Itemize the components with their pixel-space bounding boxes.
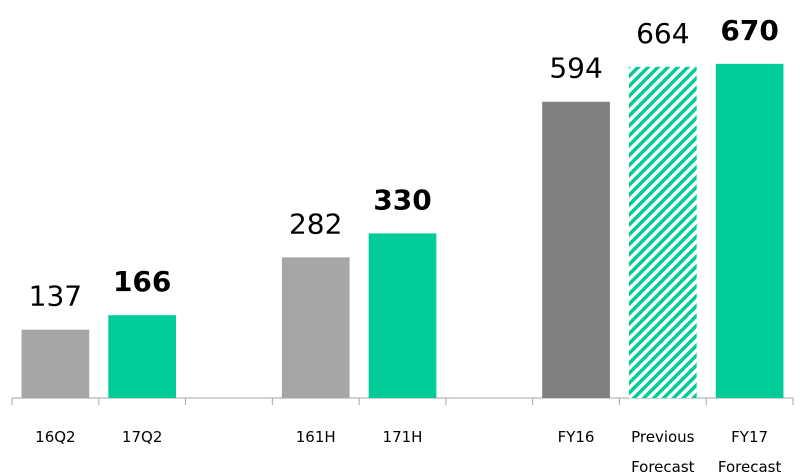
x-tick-label: 161H [295,428,336,446]
bar [628,66,697,398]
bar [21,329,90,398]
bar [281,257,350,398]
bar [108,315,177,398]
bar [368,233,437,398]
x-tick-label: Previous Forecast [631,428,695,475]
value-label: 137 [29,280,82,313]
value-label: 670 [720,14,778,47]
value-label: 166 [113,265,171,298]
value-label: 282 [289,207,342,240]
x-tick-label: 171H [382,428,423,446]
x-tick-label: FY16 [557,428,595,446]
value-label: 594 [549,52,602,85]
bar [715,63,784,399]
value-label: 330 [373,183,431,216]
value-label: 664 [636,17,689,50]
x-tick-label: FY17 Forecast [717,428,782,475]
x-tick-label: 17Q2 [121,428,163,446]
bar [542,101,610,399]
x-tick-label: 16Q2 [35,428,76,446]
